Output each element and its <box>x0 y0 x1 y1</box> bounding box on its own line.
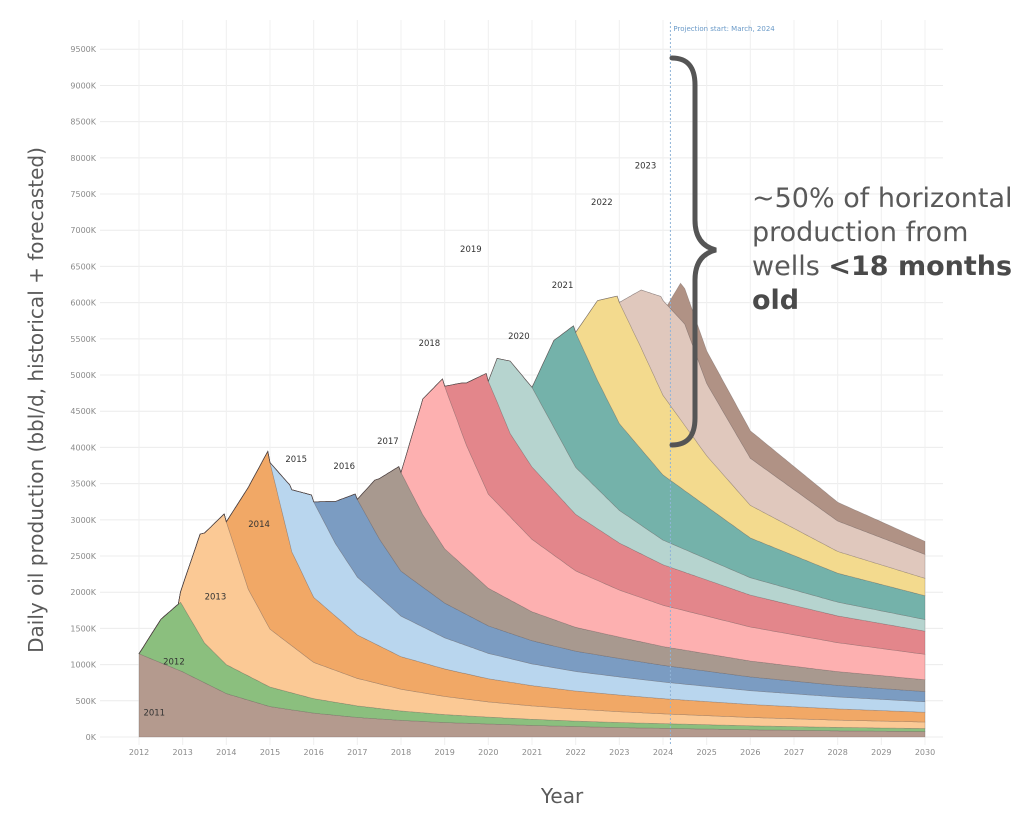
y-tick-label: 8000K <box>70 154 96 163</box>
area-series-2023 <box>138 289 926 654</box>
y-tick-label: 7000K <box>70 226 96 235</box>
area-series-2019 <box>138 372 926 655</box>
x-tick-label: 2023 <box>609 748 629 757</box>
y-tick-label: 3500K <box>70 480 96 489</box>
y-tick-label: 0K <box>86 733 97 742</box>
x-tick-label: 2024 <box>653 748 673 757</box>
x-tick-label: 2027 <box>784 748 804 757</box>
area-series-2017 <box>138 450 926 692</box>
y-tick-label: 7500K <box>70 190 96 199</box>
x-axis-title: Year <box>540 784 584 808</box>
series-label-2021: 2021 <box>552 281 574 291</box>
y-tick-label: 4000K <box>70 443 96 452</box>
y-tick-label: 2000K <box>70 588 96 597</box>
area-series-2021 <box>138 325 926 654</box>
x-tick-label: 2013 <box>172 748 192 757</box>
x-tick-label: 2028 <box>827 748 847 757</box>
x-tick-label: 2018 <box>391 748 411 757</box>
x-tick-label: 2029 <box>871 748 891 757</box>
annotation-line-3: wells <18 months <box>752 250 1032 284</box>
projection-label: Projection start: March, 2024 <box>673 25 775 33</box>
y-tick-label: 1000K <box>70 661 96 670</box>
area-series-2015 <box>138 450 926 713</box>
y-axis-title: Daily oil production (bbl/d, historical … <box>24 147 48 653</box>
x-axis-ticks: 2012 2013 2014 2015 2016 2017 2018 2019 2020 2021… <box>129 748 935 757</box>
projection-marker: Projection start: March, 2024 <box>669 22 775 745</box>
series-label-2022: 2022 <box>591 198 613 208</box>
annotation-line-3-bold: <18 months <box>828 251 1013 282</box>
curly-brace <box>669 55 717 448</box>
annotation-line-1: ~50% of horizontal <box>752 183 1013 214</box>
series-label-2016: 2016 <box>333 462 355 472</box>
annotation-line-4-bold: old <box>752 285 800 316</box>
x-tick-label: 2017 <box>347 748 367 757</box>
area-series-latest <box>138 282 926 654</box>
annotation-line-4: old <box>752 284 1032 318</box>
x-tick-label: 2016 <box>303 748 323 757</box>
y-axis-ticks: 0K 500K 1000K 1500K 2000K 2500K 3000K 3500K 4000… <box>70 45 96 742</box>
x-tick-label: 2015 <box>260 748 280 757</box>
x-tick-label: 2020 <box>478 748 498 757</box>
area-series-2022 <box>138 295 926 654</box>
area-series-2014 <box>138 450 926 723</box>
y-tick-label: 6000K <box>70 299 96 308</box>
series-label-2011: 2011 <box>143 708 165 718</box>
series-label-2018: 2018 <box>419 339 441 349</box>
y-tick-label: 4500K <box>70 407 96 416</box>
y-tick-label: 8500K <box>70 118 96 127</box>
y-tick-label: 500K <box>75 697 96 706</box>
x-tick-label: 2021 <box>522 748 542 757</box>
area-series-2020 <box>138 358 926 654</box>
x-tick-label: 2019 <box>434 748 454 757</box>
series-label-2023: 2023 <box>635 162 657 172</box>
series-label-2014: 2014 <box>248 520 270 530</box>
series-labels: 2011 2012 2013 2014 2015 2016 2017 2018 2019 2020… <box>143 162 656 719</box>
x-tick-label: 2026 <box>740 748 760 757</box>
y-tick-label: 5000K <box>70 371 96 380</box>
x-tick-label: 2014 <box>216 748 236 757</box>
area-series-2018 <box>138 378 926 681</box>
series-label-2015: 2015 <box>285 455 307 465</box>
y-tick-label: 1500K <box>70 624 96 633</box>
y-tick-label: 6500K <box>70 262 96 271</box>
x-tick-label: 2025 <box>696 748 716 757</box>
y-tick-label: 5500K <box>70 335 96 344</box>
x-tick-label: 2022 <box>565 748 585 757</box>
series-label-2019: 2019 <box>460 245 482 255</box>
series-label-2012: 2012 <box>163 658 185 668</box>
annotation-text: ~50% of horizontal production from wells… <box>752 182 1032 318</box>
x-tick-label: 2012 <box>129 748 149 757</box>
annotation-line-2: production from <box>752 217 969 248</box>
x-tick-label: 2030 <box>915 748 935 757</box>
y-tick-label: 9000K <box>70 81 96 90</box>
y-tick-label: 3000K <box>70 516 96 525</box>
series-label-2013: 2013 <box>205 592 227 602</box>
annotation-line-3-prefix: wells <box>752 251 829 282</box>
series-label-2017: 2017 <box>377 437 399 447</box>
series-label-2020: 2020 <box>508 332 530 342</box>
y-tick-label: 9500K <box>70 45 96 54</box>
series-areas <box>138 282 926 738</box>
y-tick-label: 2500K <box>70 552 96 561</box>
